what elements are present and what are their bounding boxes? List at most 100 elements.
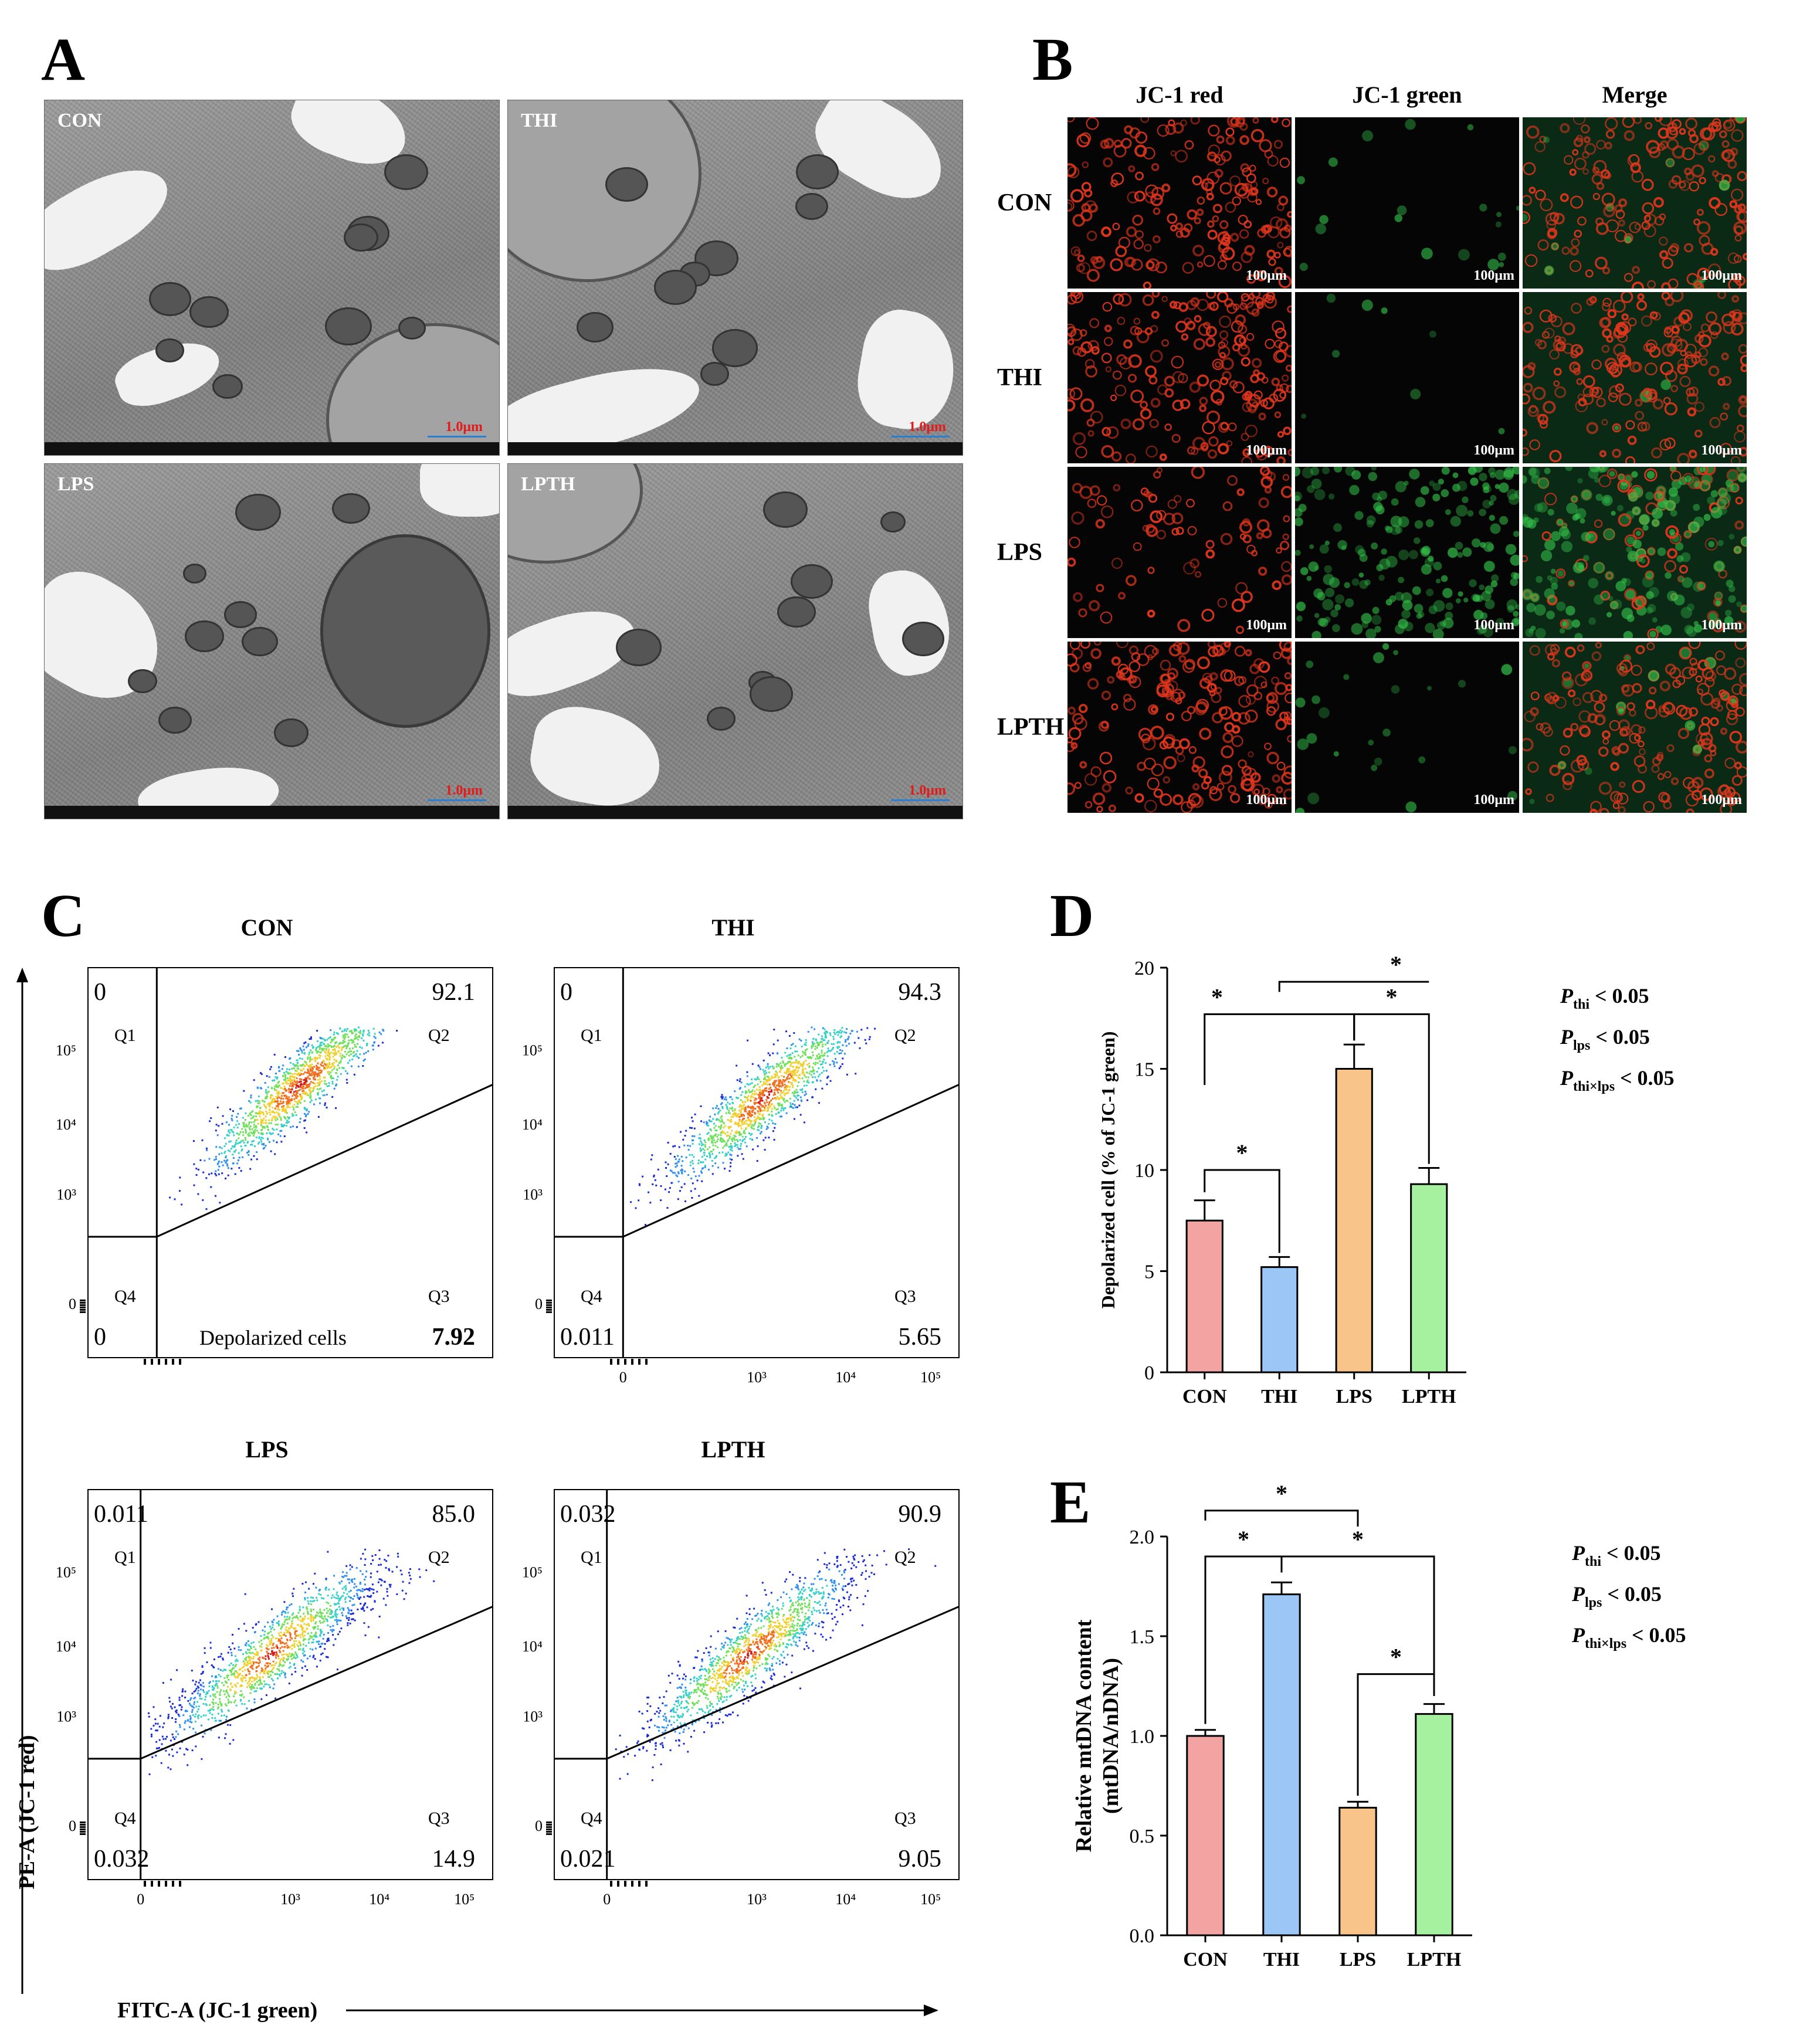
red-cell (1721, 313, 1734, 327)
red-cell (1125, 786, 1133, 795)
red-cell (1191, 447, 1199, 455)
red-cell (1545, 212, 1559, 226)
red-cell (1696, 581, 1706, 591)
red-cell (1550, 644, 1560, 654)
flow-event (346, 1027, 348, 1030)
green-cell (1537, 477, 1550, 489)
green-cell (1736, 601, 1742, 608)
flow-event (767, 1106, 769, 1108)
flow-event (806, 1081, 808, 1083)
flow-event (296, 1070, 298, 1072)
flow-event (303, 1073, 305, 1075)
panel-label-b: B (1032, 26, 1073, 93)
red-cell (1636, 645, 1645, 654)
flow-event (265, 1119, 267, 1121)
red-cell (1189, 381, 1201, 393)
flow-event (327, 1052, 330, 1054)
flow-event (345, 1565, 348, 1567)
green-cell (1577, 478, 1583, 484)
flow-event (739, 1087, 741, 1089)
red-cell (1723, 402, 1730, 411)
flow-event (792, 1079, 794, 1081)
flow-event (233, 1127, 235, 1129)
red-cell (1238, 215, 1248, 225)
flow-event (317, 1070, 320, 1071)
flow-event (290, 1076, 293, 1078)
flow-event (761, 1115, 764, 1117)
flow-event (299, 1093, 301, 1095)
flow-event (694, 1188, 696, 1190)
flow-event (248, 1135, 250, 1137)
flow-event (816, 1054, 818, 1057)
flow-event (711, 1153, 714, 1155)
green-cell (1715, 600, 1721, 606)
red-cell (1627, 154, 1640, 167)
flow-event (306, 1657, 309, 1660)
flow-event (314, 1078, 316, 1081)
green-cell (1441, 489, 1449, 497)
flow-event (262, 1122, 264, 1124)
flow-event (233, 1134, 235, 1137)
red-cell (1241, 591, 1253, 603)
green-cell (1510, 572, 1518, 579)
green-cell (1533, 517, 1539, 523)
green-cell (1395, 526, 1403, 534)
flow-event (229, 1140, 232, 1142)
green-cell (1618, 708, 1624, 714)
flow-event (289, 1616, 291, 1618)
flow-event (195, 1681, 197, 1683)
flow-event (293, 1078, 296, 1081)
flow-event (703, 1154, 706, 1156)
green-cell (1390, 515, 1402, 528)
green-cell (1351, 578, 1360, 586)
green-cell (1699, 141, 1708, 150)
flow-event (210, 1186, 212, 1188)
red-cell (1262, 397, 1275, 410)
flow-event (764, 1101, 766, 1104)
red-cell (1554, 386, 1567, 398)
flow-event (249, 1125, 252, 1127)
fluorescence-image: 100μm (1523, 292, 1747, 463)
flow-event (280, 1087, 282, 1089)
flow-event (797, 1054, 799, 1057)
flow-event (312, 1068, 314, 1070)
flow-event (766, 1080, 768, 1083)
red-cell (1587, 713, 1598, 724)
flow-event (293, 1093, 295, 1095)
red-cell (1280, 541, 1290, 551)
flow-event (311, 1044, 313, 1046)
flow-event (341, 1057, 343, 1060)
red-cell (1593, 160, 1607, 174)
flow-event (788, 1068, 790, 1070)
flow-event (236, 1162, 239, 1165)
flow-event (360, 1558, 362, 1560)
flow-event (225, 1142, 227, 1145)
flow-event (291, 1080, 293, 1082)
rug-mark (546, 1301, 552, 1304)
flow-event (343, 1030, 345, 1032)
flow-event (330, 1075, 332, 1077)
flow-event (811, 1081, 814, 1084)
flow-event (798, 1081, 800, 1083)
red-cell (1528, 405, 1538, 414)
green-cell (1378, 490, 1388, 500)
red-cell (1720, 789, 1733, 803)
flow-event (257, 1142, 259, 1145)
green-cell (1433, 561, 1442, 571)
red-cell (1208, 144, 1221, 157)
red-cell (1081, 203, 1091, 212)
flow-event (710, 1130, 712, 1131)
flow-event (785, 1085, 788, 1087)
red-cell (1677, 575, 1685, 583)
rug-mark (645, 1359, 648, 1365)
flow-event (307, 1070, 310, 1073)
flow-event (358, 1036, 361, 1038)
red-cell (1563, 728, 1573, 738)
flow-event (218, 1706, 220, 1708)
flow-event (711, 1173, 714, 1175)
flow-event (250, 1642, 253, 1644)
flow-event (365, 1052, 367, 1054)
flow-event (843, 1053, 846, 1055)
red-cell (1685, 793, 1699, 807)
flow-event (743, 1130, 745, 1132)
